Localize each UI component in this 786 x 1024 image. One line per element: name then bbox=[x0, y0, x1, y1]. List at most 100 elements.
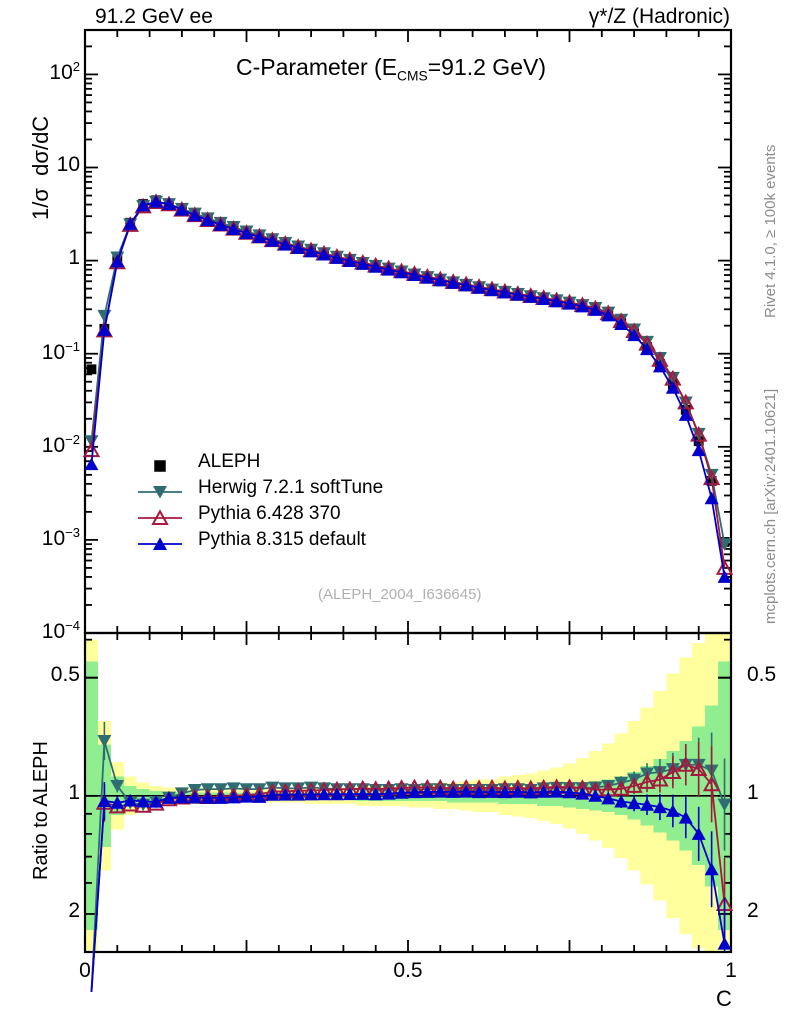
marker-triangle-up bbox=[407, 268, 422, 281]
marker-triangle-up bbox=[510, 288, 525, 301]
marker-triangle-up bbox=[420, 785, 435, 798]
header-right-label: γ*/Z (Hadronic) bbox=[588, 5, 730, 28]
marker-triangle-up bbox=[459, 278, 474, 292]
main-y-tick-label: 10−3 bbox=[42, 526, 80, 549]
marker-triangle-up bbox=[213, 218, 228, 231]
marker-triangle-up bbox=[562, 785, 577, 799]
main-y-axis-label: 1/σ dσ/dC bbox=[28, 116, 54, 220]
marker-triangle-up bbox=[213, 791, 228, 804]
ratio-series-group bbox=[90, 721, 734, 993]
marker-triangle-up bbox=[123, 217, 138, 230]
x-tick-label: 0 bbox=[79, 960, 91, 981]
marker-triangle-up bbox=[601, 791, 616, 805]
marker-triangle-up bbox=[84, 457, 99, 471]
ratio-y-tick-label-left: 0.5 bbox=[51, 664, 80, 685]
marker-triangle-up bbox=[174, 790, 189, 804]
ratio-y-tick-label-left: 2 bbox=[68, 900, 80, 921]
marker-triangle-up-open bbox=[690, 425, 708, 442]
marker-triangle-up bbox=[153, 537, 167, 550]
marker-triangle-up-open bbox=[625, 777, 643, 793]
marker-triangle-up bbox=[317, 787, 332, 801]
marker-triangle-up bbox=[200, 791, 215, 804]
marker-triangle-up bbox=[265, 234, 280, 247]
marker-triangle-up bbox=[278, 788, 293, 801]
marker-square bbox=[154, 460, 166, 472]
marker-triangle-up bbox=[161, 197, 176, 211]
marker-triangle-up bbox=[110, 254, 125, 268]
main-y-tick-label: 1 bbox=[68, 247, 80, 268]
marker-triangle-up bbox=[304, 787, 319, 801]
marker-triangle-up-open bbox=[612, 780, 630, 796]
main-y-tick-label: 102 bbox=[49, 60, 80, 83]
marker-triangle-up-open bbox=[664, 763, 682, 779]
marker-triangle-up bbox=[459, 784, 474, 798]
series-pythia bbox=[84, 194, 732, 583]
marker-triangle-up bbox=[355, 257, 370, 270]
marker-square bbox=[86, 364, 97, 375]
marker-triangle-up bbox=[614, 794, 629, 808]
marker-triangle-up bbox=[497, 785, 512, 799]
marker-triangle-up bbox=[433, 273, 448, 287]
marker-triangle-up bbox=[549, 784, 564, 798]
marker-triangle-up bbox=[239, 790, 254, 803]
marker-triangle-up bbox=[523, 290, 538, 303]
marker-triangle-up bbox=[407, 785, 422, 799]
rivet-version-note: Rivet 4.1.0, ≥ 100k events bbox=[762, 144, 779, 318]
marker-triangle-up bbox=[136, 794, 151, 808]
marker-triangle-up bbox=[355, 787, 370, 800]
marker-triangle-up bbox=[187, 790, 202, 804]
marker-triangle-up-open bbox=[677, 756, 695, 772]
ratio-y-tick-label-left: 1 bbox=[68, 782, 80, 803]
marker-triangle-up bbox=[123, 793, 138, 807]
chart-title-sub: CMS bbox=[397, 68, 428, 84]
marker-triangle-up bbox=[394, 265, 409, 279]
marker-triangle-up bbox=[226, 222, 241, 236]
marker-triangle-up-open bbox=[638, 773, 656, 789]
marker-triangle-up-open bbox=[702, 775, 721, 792]
chart-title-tail: =91.2 GeV) bbox=[427, 54, 546, 80]
marker-triangle-up bbox=[601, 308, 616, 322]
marker-triangle-up bbox=[329, 251, 344, 264]
marker-triangle-up bbox=[588, 789, 603, 802]
marker-triangle-up bbox=[472, 281, 487, 294]
marker-triangle-up bbox=[704, 862, 719, 876]
marker-triangle-up bbox=[394, 786, 409, 799]
marker-triangle-up-open bbox=[702, 469, 721, 486]
marker-triangle-up bbox=[149, 795, 164, 808]
marker-triangle-up bbox=[149, 194, 164, 208]
marker-triangle-up-open bbox=[651, 770, 669, 787]
ratio-series-pythia bbox=[90, 782, 732, 993]
main-y-axis-label-text: 1/σ dσ/dC bbox=[28, 115, 53, 220]
marker-triangle-up bbox=[614, 317, 629, 331]
marker-triangle-up bbox=[510, 785, 525, 798]
legend-entry-label: Pythia 6.428 370 bbox=[198, 504, 341, 523]
marker-triangle-up bbox=[536, 292, 551, 305]
legend-entry-label: ALEPH bbox=[198, 452, 260, 471]
marker-triangle-up bbox=[304, 244, 319, 258]
marker-triangle-up bbox=[433, 784, 448, 798]
marker-triangle-up bbox=[161, 791, 176, 804]
marker-triangle-up bbox=[342, 254, 357, 267]
marker-triangle-up bbox=[717, 570, 732, 583]
marker-triangle-up-open bbox=[151, 509, 169, 525]
legend-entry-label: Herwig 7.2.1 softTune bbox=[198, 478, 383, 497]
marker-triangle-down bbox=[153, 486, 167, 499]
marker-triangle-up bbox=[484, 785, 499, 798]
x-tick-label: 0.5 bbox=[393, 960, 422, 981]
marker-triangle-up bbox=[678, 810, 693, 824]
legend: ALEPH Herwig 7.2.1 softTune Pythia 6.428 3… bbox=[138, 452, 383, 550]
marker-triangle-up bbox=[97, 794, 112, 807]
marker-triangle-up bbox=[265, 788, 280, 801]
marker-triangle-up bbox=[110, 796, 125, 809]
marker-triangle-up bbox=[717, 937, 732, 950]
marker-triangle-down bbox=[97, 309, 112, 323]
marker-triangle-up bbox=[136, 198, 151, 212]
marker-triangle-up bbox=[704, 491, 719, 505]
mcplots-source-note: mcplots.cern.ch [arXiv:2401.10621] bbox=[762, 388, 779, 624]
marker-triangle-up bbox=[368, 787, 383, 801]
marker-triangle-up bbox=[446, 785, 461, 798]
marker-triangle-up bbox=[536, 785, 551, 798]
main-y-tick-label: 10−2 bbox=[42, 433, 80, 456]
main-y-tick-label: 10−1 bbox=[42, 340, 80, 363]
marker-triangle-up bbox=[174, 203, 189, 216]
